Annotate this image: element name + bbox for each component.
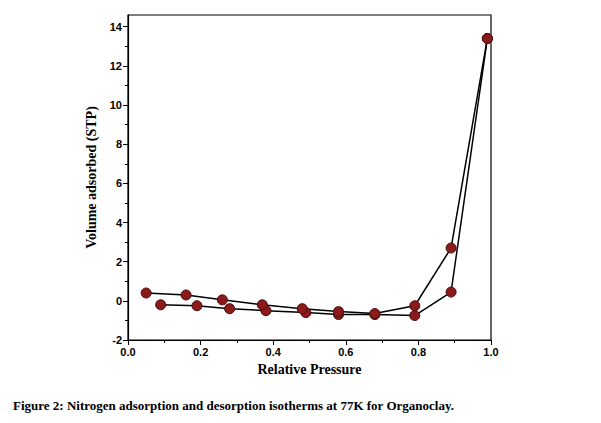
svg-text:0.4: 0.4	[266, 346, 282, 358]
svg-text:Relative Pressure: Relative Pressure	[257, 362, 361, 377]
svg-text:10: 10	[110, 99, 122, 111]
svg-text:0.8: 0.8	[411, 346, 426, 358]
svg-text:6: 6	[116, 177, 122, 189]
svg-text:8: 8	[116, 138, 122, 150]
svg-text:-2: -2	[112, 334, 122, 346]
svg-text:0.6: 0.6	[338, 346, 353, 358]
svg-text:1.0: 1.0	[483, 346, 498, 358]
svg-text:0.2: 0.2	[193, 346, 208, 358]
svg-text:0.0: 0.0	[120, 346, 135, 358]
svg-text:Volume adsorbed (STP): Volume adsorbed (STP)	[84, 106, 100, 249]
svg-text:0: 0	[116, 295, 122, 307]
svg-text:14: 14	[110, 21, 123, 33]
svg-text:12: 12	[110, 60, 122, 72]
svg-text:2: 2	[116, 256, 122, 268]
svg-text:4: 4	[116, 217, 123, 229]
svg-text:Figure 2: Nitrogen adsorption: Figure 2: Nitrogen adsorption and desorp…	[13, 398, 454, 413]
